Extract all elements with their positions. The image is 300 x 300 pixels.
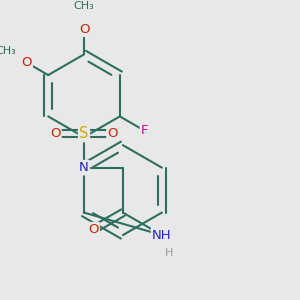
Text: CH₃: CH₃ [0, 46, 16, 56]
Text: O: O [107, 127, 118, 140]
Text: O: O [88, 223, 99, 236]
Text: NH: NH [152, 229, 172, 242]
Text: O: O [50, 127, 61, 140]
Text: N: N [79, 161, 89, 174]
Text: O: O [79, 23, 89, 36]
Text: O: O [21, 56, 32, 69]
Text: H: H [165, 248, 173, 258]
Text: F: F [141, 124, 148, 137]
Text: S: S [79, 126, 89, 141]
Text: CH₃: CH₃ [74, 1, 94, 11]
